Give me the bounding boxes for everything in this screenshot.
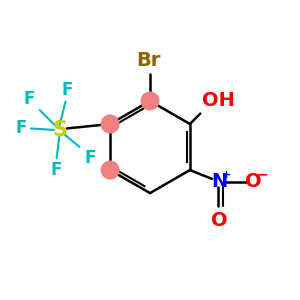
Text: Br: Br <box>136 51 161 70</box>
Text: F: F <box>23 90 34 108</box>
Text: +: + <box>221 170 231 180</box>
Circle shape <box>100 115 120 134</box>
Text: F: F <box>85 148 96 166</box>
Text: F: F <box>51 161 62 179</box>
Text: O: O <box>245 172 262 191</box>
Text: S: S <box>52 120 67 140</box>
Text: N: N <box>212 172 228 191</box>
Circle shape <box>140 92 160 110</box>
Circle shape <box>100 160 120 180</box>
Text: −: − <box>257 167 268 182</box>
Text: OH: OH <box>202 91 235 110</box>
Text: F: F <box>15 119 27 137</box>
Text: O: O <box>211 211 228 230</box>
Text: F: F <box>61 81 73 99</box>
